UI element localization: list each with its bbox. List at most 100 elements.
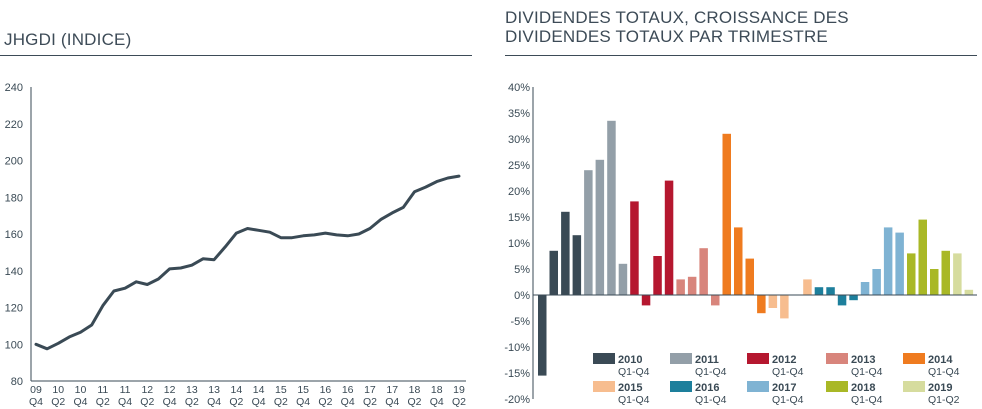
x-tick-quarter: Q2: [96, 396, 110, 408]
legend-sublabel-2017: Q1-Q4: [772, 394, 804, 406]
bar-2014: [745, 258, 754, 295]
legend-swatch-2018: [826, 381, 848, 392]
x-tick-year: 11: [120, 384, 131, 396]
legend-label-2016: 2016: [695, 382, 719, 394]
legend-sublabel-2010: Q1-Q4: [618, 366, 650, 378]
x-tick-quarter: Q4: [29, 396, 43, 408]
x-tick-quarter: Q4: [430, 396, 444, 408]
y-tick-label: 180: [5, 192, 23, 204]
x-tick-quarter: Q2: [452, 396, 466, 408]
legend-sublabel-2016: Q1-Q4: [695, 394, 727, 406]
x-tick-quarter: Q2: [274, 396, 288, 408]
x-tick-quarter: Q4: [163, 396, 177, 408]
y-tick-label: 240: [5, 82, 23, 94]
y-tick-label: -10%: [504, 342, 530, 354]
x-tick-quarter: Q2: [318, 396, 332, 408]
bar-2016: [837, 295, 847, 306]
bar-2010: [561, 211, 570, 295]
y-tick-label: 220: [5, 119, 23, 131]
bar-2017: [860, 282, 870, 295]
legend-sublabel-2018: Q1-Q4: [851, 394, 883, 406]
bar-2017: [895, 232, 904, 295]
x-tick-year: 16: [342, 384, 354, 396]
x-tick-year: 14: [253, 384, 265, 396]
x-tick-year: 16: [320, 384, 332, 396]
y-tick-label: 35%: [508, 108, 530, 120]
left-title-rule: [0, 55, 472, 56]
x-tick-quarter: Q2: [363, 396, 377, 408]
x-tick-quarter: Q4: [207, 396, 221, 408]
y-tick-label: 30%: [508, 134, 530, 146]
legend-swatch-2019: [903, 381, 925, 392]
legend-label-2017: 2017: [772, 382, 796, 394]
y-tick-label: 25%: [508, 160, 530, 172]
x-tick-year: 11: [97, 384, 108, 396]
x-tick-quarter: Q4: [74, 396, 88, 408]
bar-2014: [722, 133, 731, 295]
legend-swatch-2016: [670, 381, 692, 392]
y-tick-label: 10%: [508, 238, 530, 250]
legend-swatch-2010: [593, 353, 615, 364]
bar-2014: [734, 227, 743, 295]
x-tick-quarter: Q2: [407, 396, 421, 408]
legend-swatch-2014: [903, 353, 925, 364]
right-title-rule: [505, 55, 977, 56]
right-title-line-1: DIVIDENDES TOTAUX, CROISSANCE DES: [505, 8, 849, 27]
bar-2013: [699, 248, 708, 295]
x-tick-year: 17: [386, 384, 398, 396]
legend-label-2018: 2018: [851, 382, 875, 394]
bar-2018: [930, 269, 939, 295]
bar-2016: [826, 287, 835, 295]
legend-swatch-2017: [747, 381, 769, 392]
x-tick-quarter: Q4: [341, 396, 355, 408]
legend-label-2015: 2015: [618, 382, 642, 394]
x-tick-year: 15: [297, 384, 309, 396]
x-tick-year: 17: [364, 384, 376, 396]
legend-label-2014: 2014: [928, 354, 953, 366]
bar-2011: [595, 159, 605, 295]
y-tick-label: 20%: [508, 186, 530, 198]
x-tick-year: 19: [453, 384, 465, 396]
y-tick-label: 15%: [508, 212, 530, 224]
legend-label-2011: 2011: [695, 354, 719, 366]
y-tick-label: 140: [5, 266, 23, 278]
bar-2013: [687, 276, 697, 295]
x-tick-quarter: Q4: [252, 396, 266, 408]
bar-2016: [849, 295, 858, 301]
legend-label-2013: 2013: [851, 354, 875, 366]
legend-swatch-2015: [593, 381, 615, 392]
bar-2015: [768, 295, 778, 308]
bar-2011: [618, 263, 628, 295]
x-tick-quarter: Q2: [185, 396, 199, 408]
right-title-line-2: DIVIDENDES TOTAUX PAR TRIMESTRE: [505, 27, 828, 46]
x-tick-year: 15: [275, 384, 287, 396]
bar-2012: [653, 256, 662, 295]
x-tick-quarter: Q2: [140, 396, 154, 408]
x-tick-year: 10: [52, 384, 64, 396]
bar-2018: [907, 253, 916, 295]
x-tick-year: 18: [409, 384, 421, 396]
legend-sublabel-2019: Q1-Q2: [928, 394, 960, 406]
x-tick-year: 09: [30, 384, 42, 396]
x-tick-quarter: Q4: [118, 396, 132, 408]
bar-2013: [676, 279, 685, 295]
legend-label-2012: 2012: [772, 354, 796, 366]
x-tick-year: 12: [141, 384, 153, 396]
bar-2016: [814, 287, 824, 295]
bar-2019: [953, 253, 962, 295]
y-tick-label: 80: [11, 376, 23, 388]
bar-2018: [941, 250, 950, 295]
legend-sublabel-2012: Q1-Q4: [772, 366, 804, 378]
legend-label-2019: 2019: [928, 382, 952, 394]
index-series-line: [34, 174, 461, 351]
bar-2010: [549, 250, 558, 295]
bar-2012: [664, 180, 674, 295]
legend-sublabel-2013: Q1-Q4: [851, 366, 883, 378]
x-tick-year: 13: [186, 384, 198, 396]
index-line-chart: 8010012014016018020022024009Q410Q210Q411…: [5, 82, 467, 408]
y-tick-label: 200: [5, 156, 23, 168]
legend-swatch-2012: [747, 353, 769, 364]
legend-sublabel-2014: Q1-Q4: [928, 366, 960, 378]
y-tick-label: 0%: [514, 290, 530, 302]
